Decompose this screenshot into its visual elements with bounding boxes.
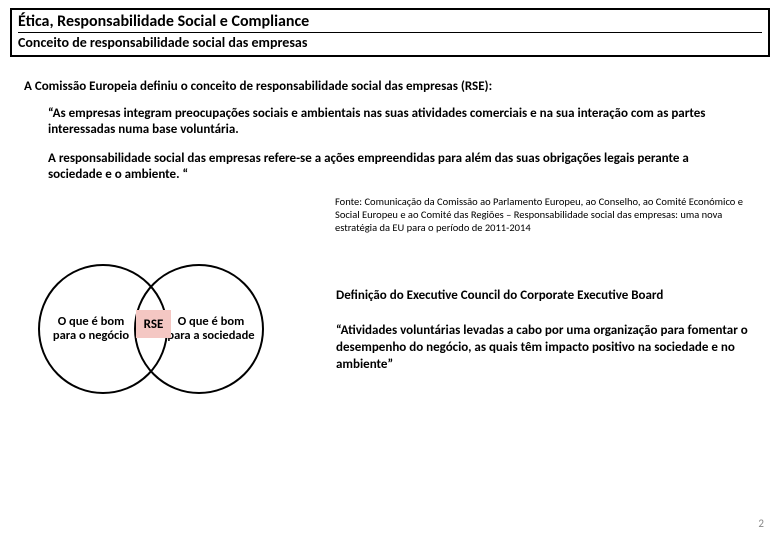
definition-block: Definição do Executive Council do Corpor… [318,288,770,374]
page-number: 2 [758,517,764,530]
page-title: Ética, Responsabilidade Social e Complia… [18,12,762,33]
quote-paragraph-2: A responsabilidade social das empresas r… [48,151,732,184]
quote-paragraph-1: “As empresas integram preocupações socia… [48,106,732,139]
venn-right-label: O que é bom para a sociedade [166,315,256,344]
intro-text: A Comissão Europeia definiu o conceito d… [24,79,756,94]
definition-body: “Atividades voluntárias levadas a cabo p… [336,323,750,374]
page-subtitle: Conceito de responsabilidade social das … [18,34,762,51]
definition-heading: Definição do Executive Council do Corpor… [336,288,750,305]
venn-diagram: O que é bom para o negócio O que é bom p… [38,258,318,403]
venn-left-label: O que é bom para o negócio [46,315,136,344]
lower-section: O que é bom para o negócio O que é bom p… [10,258,770,403]
title-box: Ética, Responsabilidade Social e Complia… [10,8,770,57]
venn-center-label: RSE [136,310,171,338]
source-citation: Fonte: Comunicação da Comissão ao Parlam… [335,195,752,234]
